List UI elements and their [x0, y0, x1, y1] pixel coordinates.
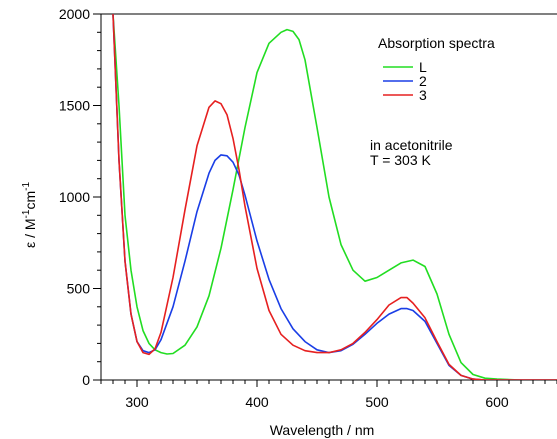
- series-line-2: [112, 14, 557, 380]
- y-axis-title-exp2: -1: [21, 182, 32, 191]
- y-tick-label: 1500: [59, 98, 90, 114]
- legend: Absorption spectra L23 in acetonitrile T…: [370, 35, 495, 168]
- y-tick-label: 2000: [59, 6, 90, 22]
- y-tick-label: 1000: [59, 189, 90, 205]
- y-axis-title-mid: cm: [22, 191, 38, 210]
- y-axis-title-prefix: ε / M: [22, 218, 38, 248]
- y-tick-label: 0: [82, 372, 90, 388]
- series-line-3: [112, 14, 557, 380]
- y-axis-title: ε / M-1cm-1: [21, 182, 38, 248]
- legend-items: L23: [383, 59, 427, 103]
- axes: 300 400 500 600 0 500 1000 1500 2000: [59, 6, 557, 410]
- x-tick-label: 500: [365, 394, 389, 410]
- legend-label-L: L: [419, 59, 427, 75]
- legend-label-3: 3: [419, 87, 427, 103]
- legend-label-2: 2: [419, 73, 427, 89]
- plot-area: [112, 14, 557, 380]
- annotation-temperature: T = 303 K: [370, 152, 432, 168]
- y-axis-title-exp1: -1: [21, 209, 32, 218]
- x-tick-label: 400: [245, 394, 269, 410]
- series-line-L: [112, 14, 557, 380]
- y-tick-label: 500: [67, 281, 91, 297]
- annotation-solvent: in acetonitrile: [370, 137, 453, 153]
- x-tick-label: 300: [125, 394, 149, 410]
- x-tick-label: 600: [485, 394, 509, 410]
- x-axis-title: Wavelength / nm: [270, 422, 375, 438]
- legend-title: Absorption spectra: [378, 35, 495, 51]
